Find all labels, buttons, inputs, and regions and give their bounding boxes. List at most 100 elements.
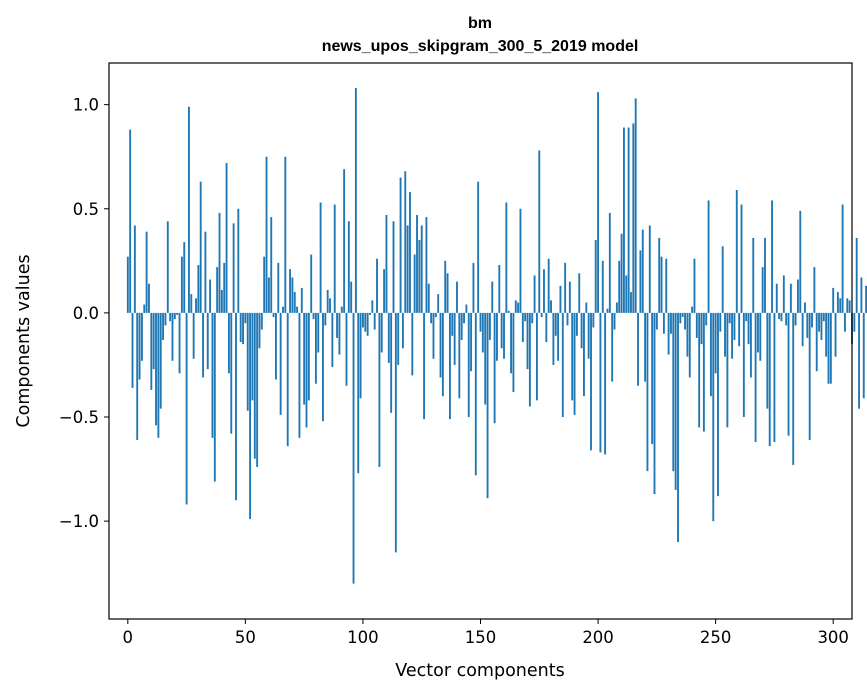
bar (136, 312, 139, 440)
y-tick-label: 0.0 (73, 304, 99, 323)
bar (561, 312, 564, 418)
bar (822, 312, 825, 322)
bar (340, 306, 343, 313)
x-axis-label: Vector components (395, 661, 564, 681)
bar (202, 312, 204, 378)
bar (399, 177, 402, 313)
y-tick-label: 1.0 (73, 96, 99, 115)
bar (632, 123, 635, 313)
bar (291, 277, 294, 313)
bar (608, 212, 611, 313)
bar (467, 312, 470, 418)
bar (164, 312, 167, 326)
bar (707, 200, 710, 313)
bar (397, 312, 400, 365)
bar (571, 312, 574, 401)
bar (312, 312, 315, 320)
bar (796, 279, 799, 313)
bar (329, 298, 331, 313)
bar (808, 312, 811, 440)
bar (427, 283, 430, 313)
bar (773, 312, 776, 442)
bar (801, 312, 804, 347)
bar (700, 312, 703, 345)
bar (714, 312, 717, 374)
bar (754, 312, 757, 442)
bar (378, 312, 381, 467)
bar (303, 312, 306, 405)
bar (425, 217, 428, 313)
bar (634, 98, 637, 313)
bar (333, 204, 336, 313)
bar (293, 292, 296, 313)
bar (749, 312, 752, 378)
bar (411, 312, 414, 376)
bar (789, 283, 792, 313)
bar (538, 150, 541, 313)
bar (503, 312, 505, 359)
bar (806, 312, 809, 338)
bar (390, 312, 393, 413)
bar (557, 312, 560, 361)
bar (218, 212, 221, 313)
bar (844, 312, 846, 332)
bar (180, 256, 183, 313)
bar (726, 312, 729, 428)
bar (140, 312, 143, 361)
bar (644, 312, 647, 382)
bar (345, 312, 348, 386)
bar (357, 312, 360, 474)
bar (380, 312, 383, 353)
bar (453, 312, 456, 365)
bar (505, 202, 508, 313)
bar (484, 312, 487, 405)
bar (531, 312, 534, 324)
bar (552, 312, 555, 365)
bar (211, 312, 214, 438)
bar (493, 312, 496, 424)
bar (472, 262, 475, 313)
bar (684, 312, 686, 330)
bar (188, 106, 190, 313)
bar (371, 300, 374, 313)
bar (369, 312, 371, 315)
bar (366, 312, 369, 336)
bar (625, 275, 628, 313)
bar (771, 200, 773, 313)
bar (272, 312, 275, 318)
bar (742, 312, 745, 418)
x-tick-label: 50 (235, 628, 256, 647)
bar (169, 312, 172, 322)
bar (775, 283, 778, 313)
bar (488, 312, 491, 340)
bar (244, 312, 247, 324)
bar (336, 312, 339, 338)
bar (444, 260, 447, 313)
bar (677, 312, 679, 542)
bar (298, 312, 301, 438)
bar (362, 312, 364, 328)
bar (735, 190, 738, 313)
bar (606, 308, 609, 313)
bar (653, 312, 656, 495)
bar (148, 283, 150, 313)
bar (162, 312, 165, 340)
bar (827, 312, 830, 384)
bar (352, 312, 355, 584)
bar (237, 208, 240, 313)
bar (719, 312, 722, 332)
bar (528, 312, 531, 407)
bar (740, 204, 743, 313)
bar (658, 237, 661, 313)
bar (782, 275, 785, 313)
bar (778, 312, 781, 320)
bar (665, 258, 668, 313)
bar (401, 312, 404, 349)
y-tick-label: −0.5 (59, 408, 99, 427)
bar (681, 312, 684, 318)
bar (578, 273, 581, 313)
bar (220, 289, 223, 313)
bar (434, 312, 437, 318)
bar (423, 312, 426, 420)
